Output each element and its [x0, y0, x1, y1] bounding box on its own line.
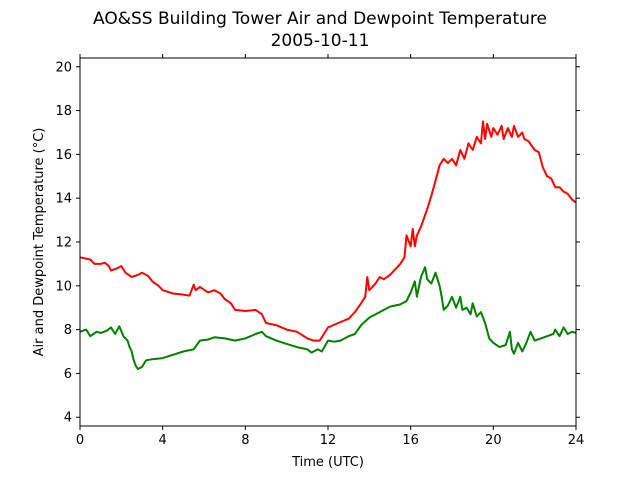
x-tick-label: 16 — [402, 433, 419, 448]
x-tick-label: 24 — [568, 433, 585, 448]
x-tick-label: 12 — [320, 433, 337, 448]
series-line-1 — [79, 266, 577, 370]
y-tick-label: 8 — [64, 323, 72, 338]
chart-title: AO&SS Building Tower Air and Dewpoint Te… — [93, 9, 547, 29]
plot-frame — [79, 57, 577, 427]
y-tick-label: 10 — [55, 279, 72, 294]
y-tick-label: 20 — [55, 60, 72, 75]
y-tick-label: 16 — [55, 148, 72, 163]
series-layer — [79, 120, 577, 370]
x-tick-label: 8 — [241, 433, 249, 448]
x-tick-label: 4 — [159, 433, 167, 448]
y-axis-label: Air and Dewpoint Temperature (°C) — [32, 128, 47, 357]
x-tick-label: 20 — [485, 433, 502, 448]
y-tick-label: 4 — [64, 411, 72, 426]
x-axis-label: Time (UTC) — [291, 455, 364, 470]
x-tick-label: 0 — [76, 433, 84, 448]
chart-subtitle: 2005-10-11 — [271, 31, 370, 51]
y-tick-label: 12 — [55, 236, 72, 251]
y-tick-label: 18 — [55, 104, 72, 119]
series-line-0 — [79, 120, 577, 342]
y-tick-label: 6 — [64, 367, 72, 382]
y-tick-label: 14 — [55, 192, 72, 207]
